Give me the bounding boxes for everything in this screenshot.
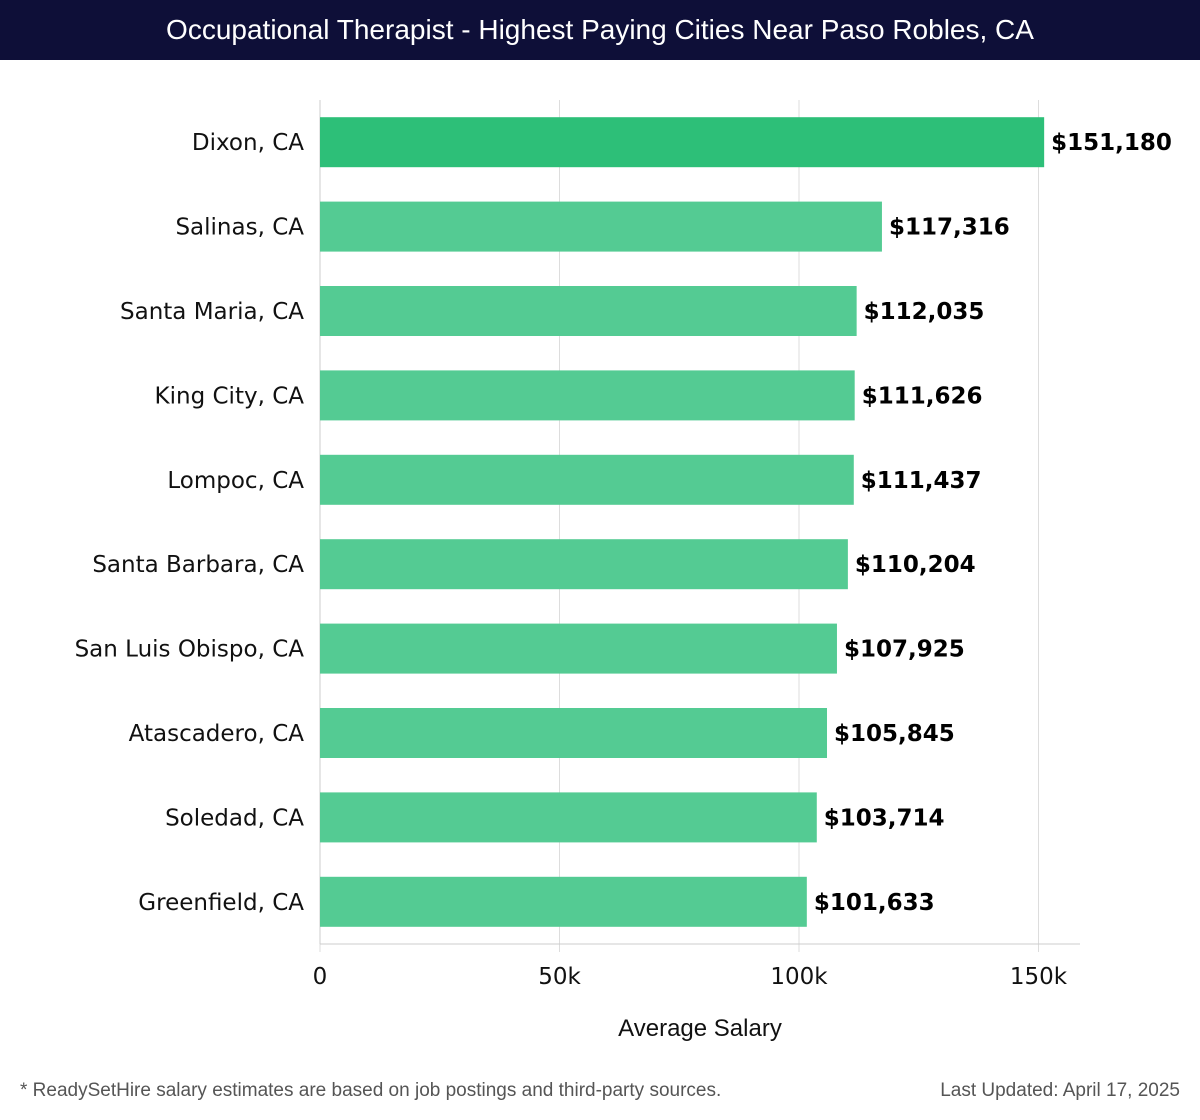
bar [320, 454, 854, 505]
value-label: $110,204 [855, 552, 976, 578]
bar [320, 117, 1045, 168]
chart-title: Occupational Therapist - Highest Paying … [0, 0, 1200, 60]
category-label: Salinas, CA [175, 215, 304, 241]
category-label: Atascadero, CA [129, 721, 305, 747]
category-label: Greenfield, CA [138, 890, 304, 916]
bar [320, 370, 855, 421]
value-label: $107,925 [844, 637, 965, 663]
bar [320, 201, 882, 252]
bar [320, 286, 857, 336]
bar [320, 708, 827, 758]
bar-chart: Dixon, CA $151,180 Salinas, CA $117,316 Sant… [75, 100, 1172, 1042]
bar [320, 876, 807, 927]
bar [320, 539, 848, 590]
category-label: Santa Barbara, CA [92, 552, 304, 578]
category-label: Lompoc, CA [167, 468, 304, 494]
x-tick-label: 0 [313, 964, 328, 990]
value-label: $105,845 [834, 721, 955, 747]
value-label: $117,316 [889, 215, 1010, 241]
footnote: * ReadySetHire salary estimates are base… [20, 1080, 722, 1101]
value-label: $103,714 [824, 805, 945, 831]
value-label: $112,035 [864, 299, 985, 325]
value-label: $151,180 [1051, 130, 1172, 156]
x-tick-label: 50k [538, 964, 581, 990]
category-label: Soledad, CA [165, 805, 304, 831]
category-label: Santa Maria, CA [120, 299, 304, 325]
bar [320, 792, 817, 843]
value-label: $101,633 [814, 890, 935, 916]
last-updated: Last Updated: April 17, 2025 [940, 1080, 1180, 1101]
bar [320, 623, 837, 674]
category-label: Dixon, CA [192, 130, 304, 156]
category-label: San Luis Obispo, CA [75, 637, 305, 663]
x-tick-label: 100k [770, 964, 828, 990]
x-tick-label: 150k [1010, 964, 1068, 990]
value-label: $111,626 [862, 383, 983, 409]
category-label: King City, CA [155, 383, 305, 409]
value-label: $111,437 [861, 468, 982, 494]
x-axis-title: Average Salary [618, 1015, 782, 1042]
